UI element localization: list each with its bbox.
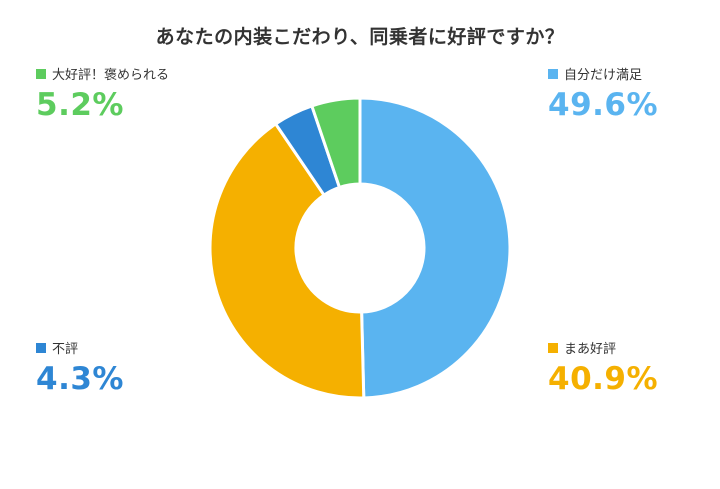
legend-swatch-self xyxy=(548,68,558,79)
legend-label-self: 自分だけ満足 xyxy=(564,68,643,83)
legend-swatch-bad xyxy=(36,342,46,353)
legend-value-bad: 4.3% xyxy=(36,361,124,397)
legend-swatch-okay xyxy=(548,342,558,353)
legend-label-okay: まあ好評 xyxy=(564,342,617,357)
legend-item-okay: まあ好評 40.9% xyxy=(548,338,658,397)
legend-label-great: 大好評！褒められる xyxy=(52,68,170,83)
legend-item-great: 大好評！褒められる 5.2% xyxy=(36,64,169,123)
legend-value-great: 5.2% xyxy=(36,87,124,123)
legend-item-bad: 不評 4.3% xyxy=(36,338,124,397)
chart-title: あなたの内装こだわり、同乗者に好評ですか？ xyxy=(155,26,565,48)
slice-self xyxy=(358,96,512,400)
slice-great xyxy=(310,96,362,189)
legend-item-self: 自分だけ満足 49.6% xyxy=(548,64,658,123)
slice-okay xyxy=(208,122,366,400)
legend-label-bad: 不評 xyxy=(52,342,79,357)
legend-value-self: 49.6% xyxy=(548,87,659,123)
legend-value-okay: 40.9% xyxy=(548,361,659,397)
legend-swatch-great xyxy=(36,68,46,79)
